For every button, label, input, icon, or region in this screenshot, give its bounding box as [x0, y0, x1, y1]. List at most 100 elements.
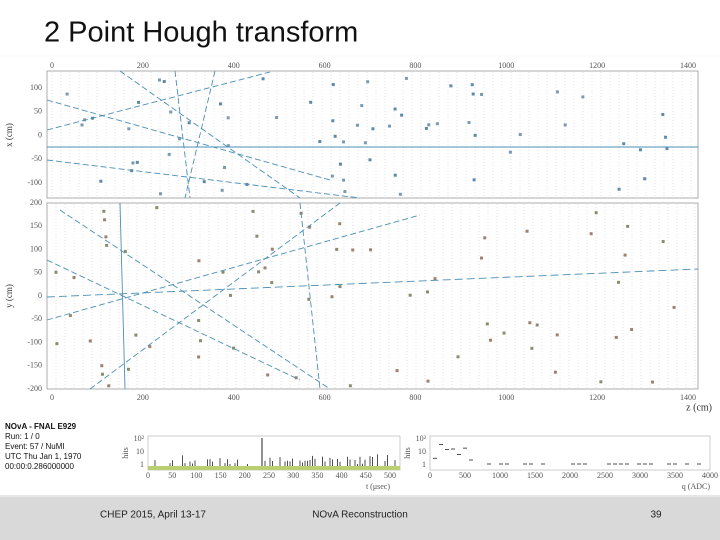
hit: [664, 135, 668, 139]
event-display-image: [0, 57, 720, 495]
z-tick-label: 0: [50, 393, 54, 402]
hit: [535, 323, 539, 327]
hit: [123, 249, 127, 253]
z-tick-label: 1400: [680, 61, 696, 70]
hit: [395, 369, 399, 373]
z-tick-label: 400: [228, 393, 240, 402]
hist-x-tick: 500: [384, 471, 396, 480]
info-line: Run: 1 / 0: [5, 432, 40, 441]
detector-hits: [51, 72, 696, 388]
hist-x-tick: 250: [263, 471, 275, 480]
y-tick-label: -50: [31, 154, 42, 163]
hit: [162, 80, 166, 84]
z-tick-label: 1000: [498, 61, 514, 70]
title-band: [0, 0, 720, 55]
z-tick-label: 600: [319, 393, 331, 402]
hit: [335, 247, 339, 251]
y-tick-label: 150: [30, 221, 42, 230]
z-tick-label: 800: [409, 61, 421, 70]
slide-title: 2 Point Hough transform: [44, 17, 358, 49]
y-tick-label: 100: [30, 83, 42, 92]
hist-x-tick: 4000: [702, 471, 718, 480]
hit: [307, 297, 311, 301]
z-tick-label: 200: [137, 61, 149, 70]
hit: [408, 293, 412, 297]
hist-y-tick: 10: [418, 447, 426, 456]
hit: [351, 248, 355, 252]
hit: [104, 235, 108, 239]
hit: [197, 259, 201, 263]
hit: [68, 314, 72, 318]
hist-x-tick: 500: [459, 471, 471, 480]
y-tick-label: 200: [30, 198, 42, 207]
y-tick-label: 0: [38, 130, 42, 139]
hit: [472, 178, 476, 182]
info-line: Event: 57 / NuMI: [5, 442, 65, 451]
charge-hist-frame: [429, 435, 711, 471]
hit: [617, 280, 621, 284]
z-tick-label: 1400: [680, 393, 696, 402]
hough-lines: [46, 70, 699, 390]
hit: [485, 322, 489, 326]
hit: [424, 126, 428, 130]
hit: [555, 90, 559, 94]
y-tick-label: 0: [38, 291, 42, 300]
hit: [330, 174, 334, 178]
track-line: [46, 159, 361, 199]
hit: [427, 123, 431, 127]
footer-center: NOvA Reconstruction: [312, 510, 408, 521]
hit: [135, 160, 139, 164]
hist-x-tick: 3500: [667, 471, 683, 480]
axis-label: z (cm): [686, 402, 712, 413]
hit: [88, 339, 92, 343]
hit: [261, 77, 265, 81]
hit: [100, 372, 104, 376]
hit: [518, 133, 522, 137]
hit: [594, 211, 598, 215]
info-line: 00:00:0.286000000: [5, 462, 75, 471]
hit: [433, 277, 437, 281]
hist-x-tick: 50: [168, 471, 176, 480]
hit: [54, 270, 58, 274]
hist-x-tick: 1500: [527, 471, 543, 480]
hit: [255, 234, 259, 238]
z-tick-label: 800: [409, 393, 421, 402]
top-view-frame: [46, 70, 699, 199]
hit: [228, 293, 232, 297]
y-tick-label: -200: [27, 384, 42, 393]
hit: [197, 355, 201, 359]
hit: [137, 100, 141, 104]
hist-x-tick: 150: [215, 471, 227, 480]
hit: [404, 76, 408, 80]
hit: [134, 333, 138, 337]
hit: [661, 240, 665, 244]
hit: [155, 206, 159, 210]
info-line: UTC Thu Jan 1, 1970: [5, 452, 82, 461]
hit: [102, 209, 106, 213]
z-tick-label: 600: [319, 61, 331, 70]
hit: [126, 367, 130, 371]
hist-x-tick: 400: [336, 471, 348, 480]
hist-y-tick: 10: [136, 447, 144, 456]
hit: [479, 256, 483, 260]
hit: [103, 218, 107, 222]
axis-label: y (cm): [4, 284, 14, 308]
hit: [363, 141, 367, 145]
hit: [467, 120, 471, 124]
hit: [368, 158, 372, 162]
hit: [197, 319, 201, 323]
z-tick-label: 0: [50, 61, 54, 70]
z-tick-label: 1200: [589, 61, 605, 70]
hit: [148, 345, 152, 349]
hit: [266, 373, 270, 377]
hit: [369, 248, 373, 252]
hit: [388, 124, 392, 128]
z-tick-label: 400: [228, 61, 240, 70]
track-line: [46, 99, 331, 181]
hist-y-label: hits: [403, 447, 412, 459]
hit: [651, 380, 655, 384]
hit: [333, 134, 337, 138]
hit: [338, 162, 342, 166]
